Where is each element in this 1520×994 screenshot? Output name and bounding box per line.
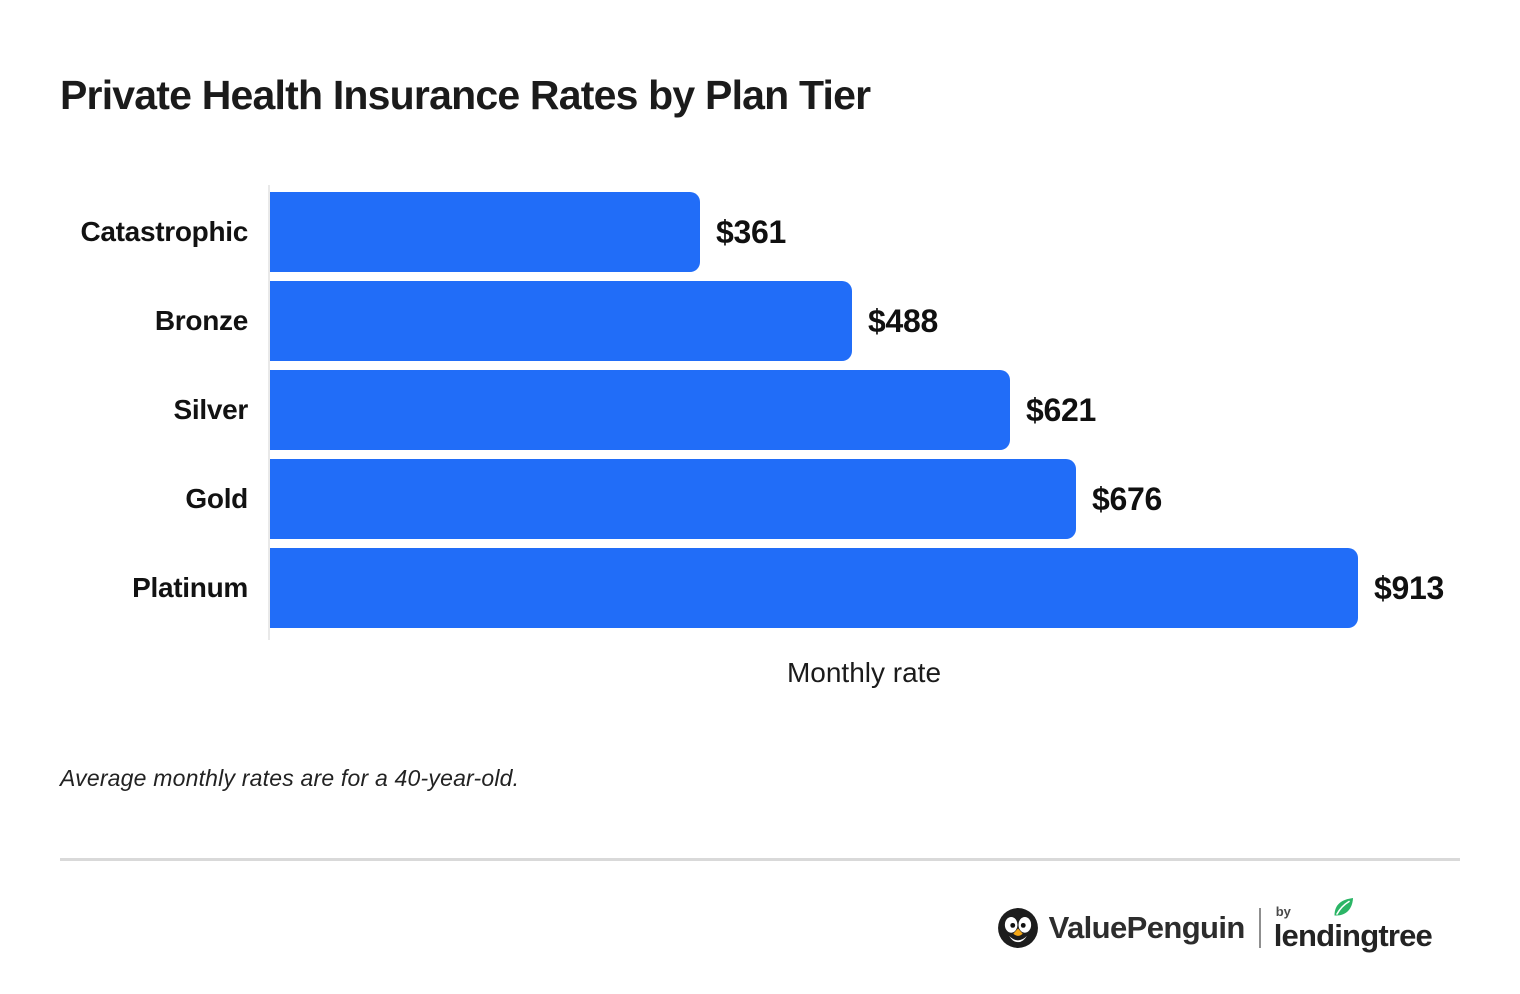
- brand-divider: [1258, 908, 1261, 948]
- value-label: $676: [1092, 480, 1162, 517]
- lendingtree-wordmark: lendingtree: [1273, 917, 1433, 953]
- bar-chart: Catastrophic $361 Bronze $488 Silver $621 Gold…: [60, 185, 1460, 688]
- value-label: $913: [1374, 569, 1444, 606]
- y-axis-line: [268, 185, 270, 640]
- footnote: Average monthly rates are for a 40-year-…: [60, 765, 520, 791]
- value-label: $621: [1026, 391, 1096, 428]
- bar-area: $488: [270, 281, 1460, 361]
- chart-row: Gold $676: [60, 459, 1460, 539]
- value-label: $361: [716, 213, 786, 250]
- value-label: $488: [868, 302, 938, 339]
- category-label: Bronze: [154, 305, 248, 336]
- chart-row: Bronze $488: [60, 281, 1460, 361]
- category-label: Catastrophic: [80, 216, 248, 247]
- penguin-icon: [997, 908, 1038, 948]
- chart-row: Catastrophic $361: [60, 192, 1460, 272]
- chart-row: Silver $621: [60, 370, 1460, 450]
- bar: [270, 370, 1010, 450]
- leaf-icon: [1334, 897, 1353, 915]
- bar: [270, 192, 700, 272]
- bar-area: $621: [270, 370, 1460, 450]
- valuepenguin-wordmark: ValuePenguin: [1048, 910, 1246, 945]
- x-axis-label: Monthly rate: [786, 657, 942, 688]
- category-label: Silver: [173, 394, 249, 425]
- category-label: Platinum: [132, 572, 248, 603]
- chart-row: Platinum $913: [60, 548, 1460, 628]
- bar-area: $676: [270, 459, 1460, 539]
- footer-divider: [60, 858, 1460, 861]
- bar-area: $913: [270, 548, 1460, 628]
- bar: [270, 548, 1358, 628]
- bar: [270, 281, 852, 361]
- chart-rows: Catastrophic $361 Bronze $488 Silver $621 Gold…: [60, 192, 1460, 637]
- bar-area: $361: [270, 192, 1460, 272]
- brand-footer: ValuePenguin by lendingtree: [997, 897, 1433, 954]
- lendingtree-block: by lendingtree: [1273, 897, 1433, 953]
- category-label: Gold: [185, 483, 248, 514]
- bar: [270, 459, 1076, 539]
- chart-title: Private Health Insurance Rates by Plan T…: [60, 72, 871, 118]
- by-label: by: [1275, 903, 1291, 919]
